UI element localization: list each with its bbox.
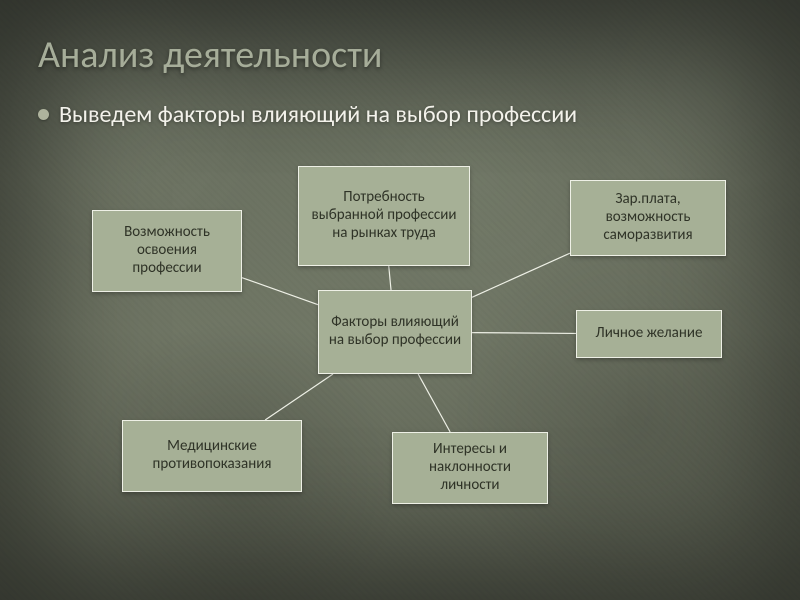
node-label: Личное желание xyxy=(596,325,703,343)
bullet-icon xyxy=(38,109,49,120)
diagram-edge xyxy=(242,278,318,305)
diagram-edge xyxy=(265,374,333,420)
node-label: Возможность освоения профессии xyxy=(101,224,233,277)
diagram-node: Интересы и наклонности личности xyxy=(392,432,548,504)
diagram-edge xyxy=(472,333,576,334)
diagram-node: Личное желание xyxy=(576,310,722,358)
slide: Анализ деятельности Выведем факторы влия… xyxy=(0,0,800,600)
diagram-node: Медицинские противопоказания xyxy=(122,420,302,492)
diagram-edge xyxy=(389,266,391,290)
diagram-node: Возможность освоения профессии xyxy=(92,210,242,292)
diagram-node: Зар.плата, возможность саморазвития xyxy=(570,180,726,256)
slide-title: Анализ деятельности xyxy=(38,32,382,78)
node-label: Зар.плата, возможность саморазвития xyxy=(579,191,717,244)
diagram-center-node: Факторы влияющий на выбор профессии xyxy=(318,290,472,374)
bullet-text: Выведем факторы влияющий на выбор профес… xyxy=(59,100,577,129)
node-label: Потребность выбранной профессии на рынка… xyxy=(307,189,461,242)
node-label: Интересы и наклонности личности xyxy=(401,441,539,494)
node-label: Факторы влияющий на выбор профессии xyxy=(327,314,463,349)
diagram-node: Потребность выбранной профессии на рынка… xyxy=(298,166,470,266)
diagram-edge xyxy=(472,253,570,297)
diagram-edge xyxy=(418,374,450,432)
bullet-row: Выведем факторы влияющий на выбор профес… xyxy=(38,100,577,129)
node-label: Медицинские противопоказания xyxy=(131,438,293,473)
